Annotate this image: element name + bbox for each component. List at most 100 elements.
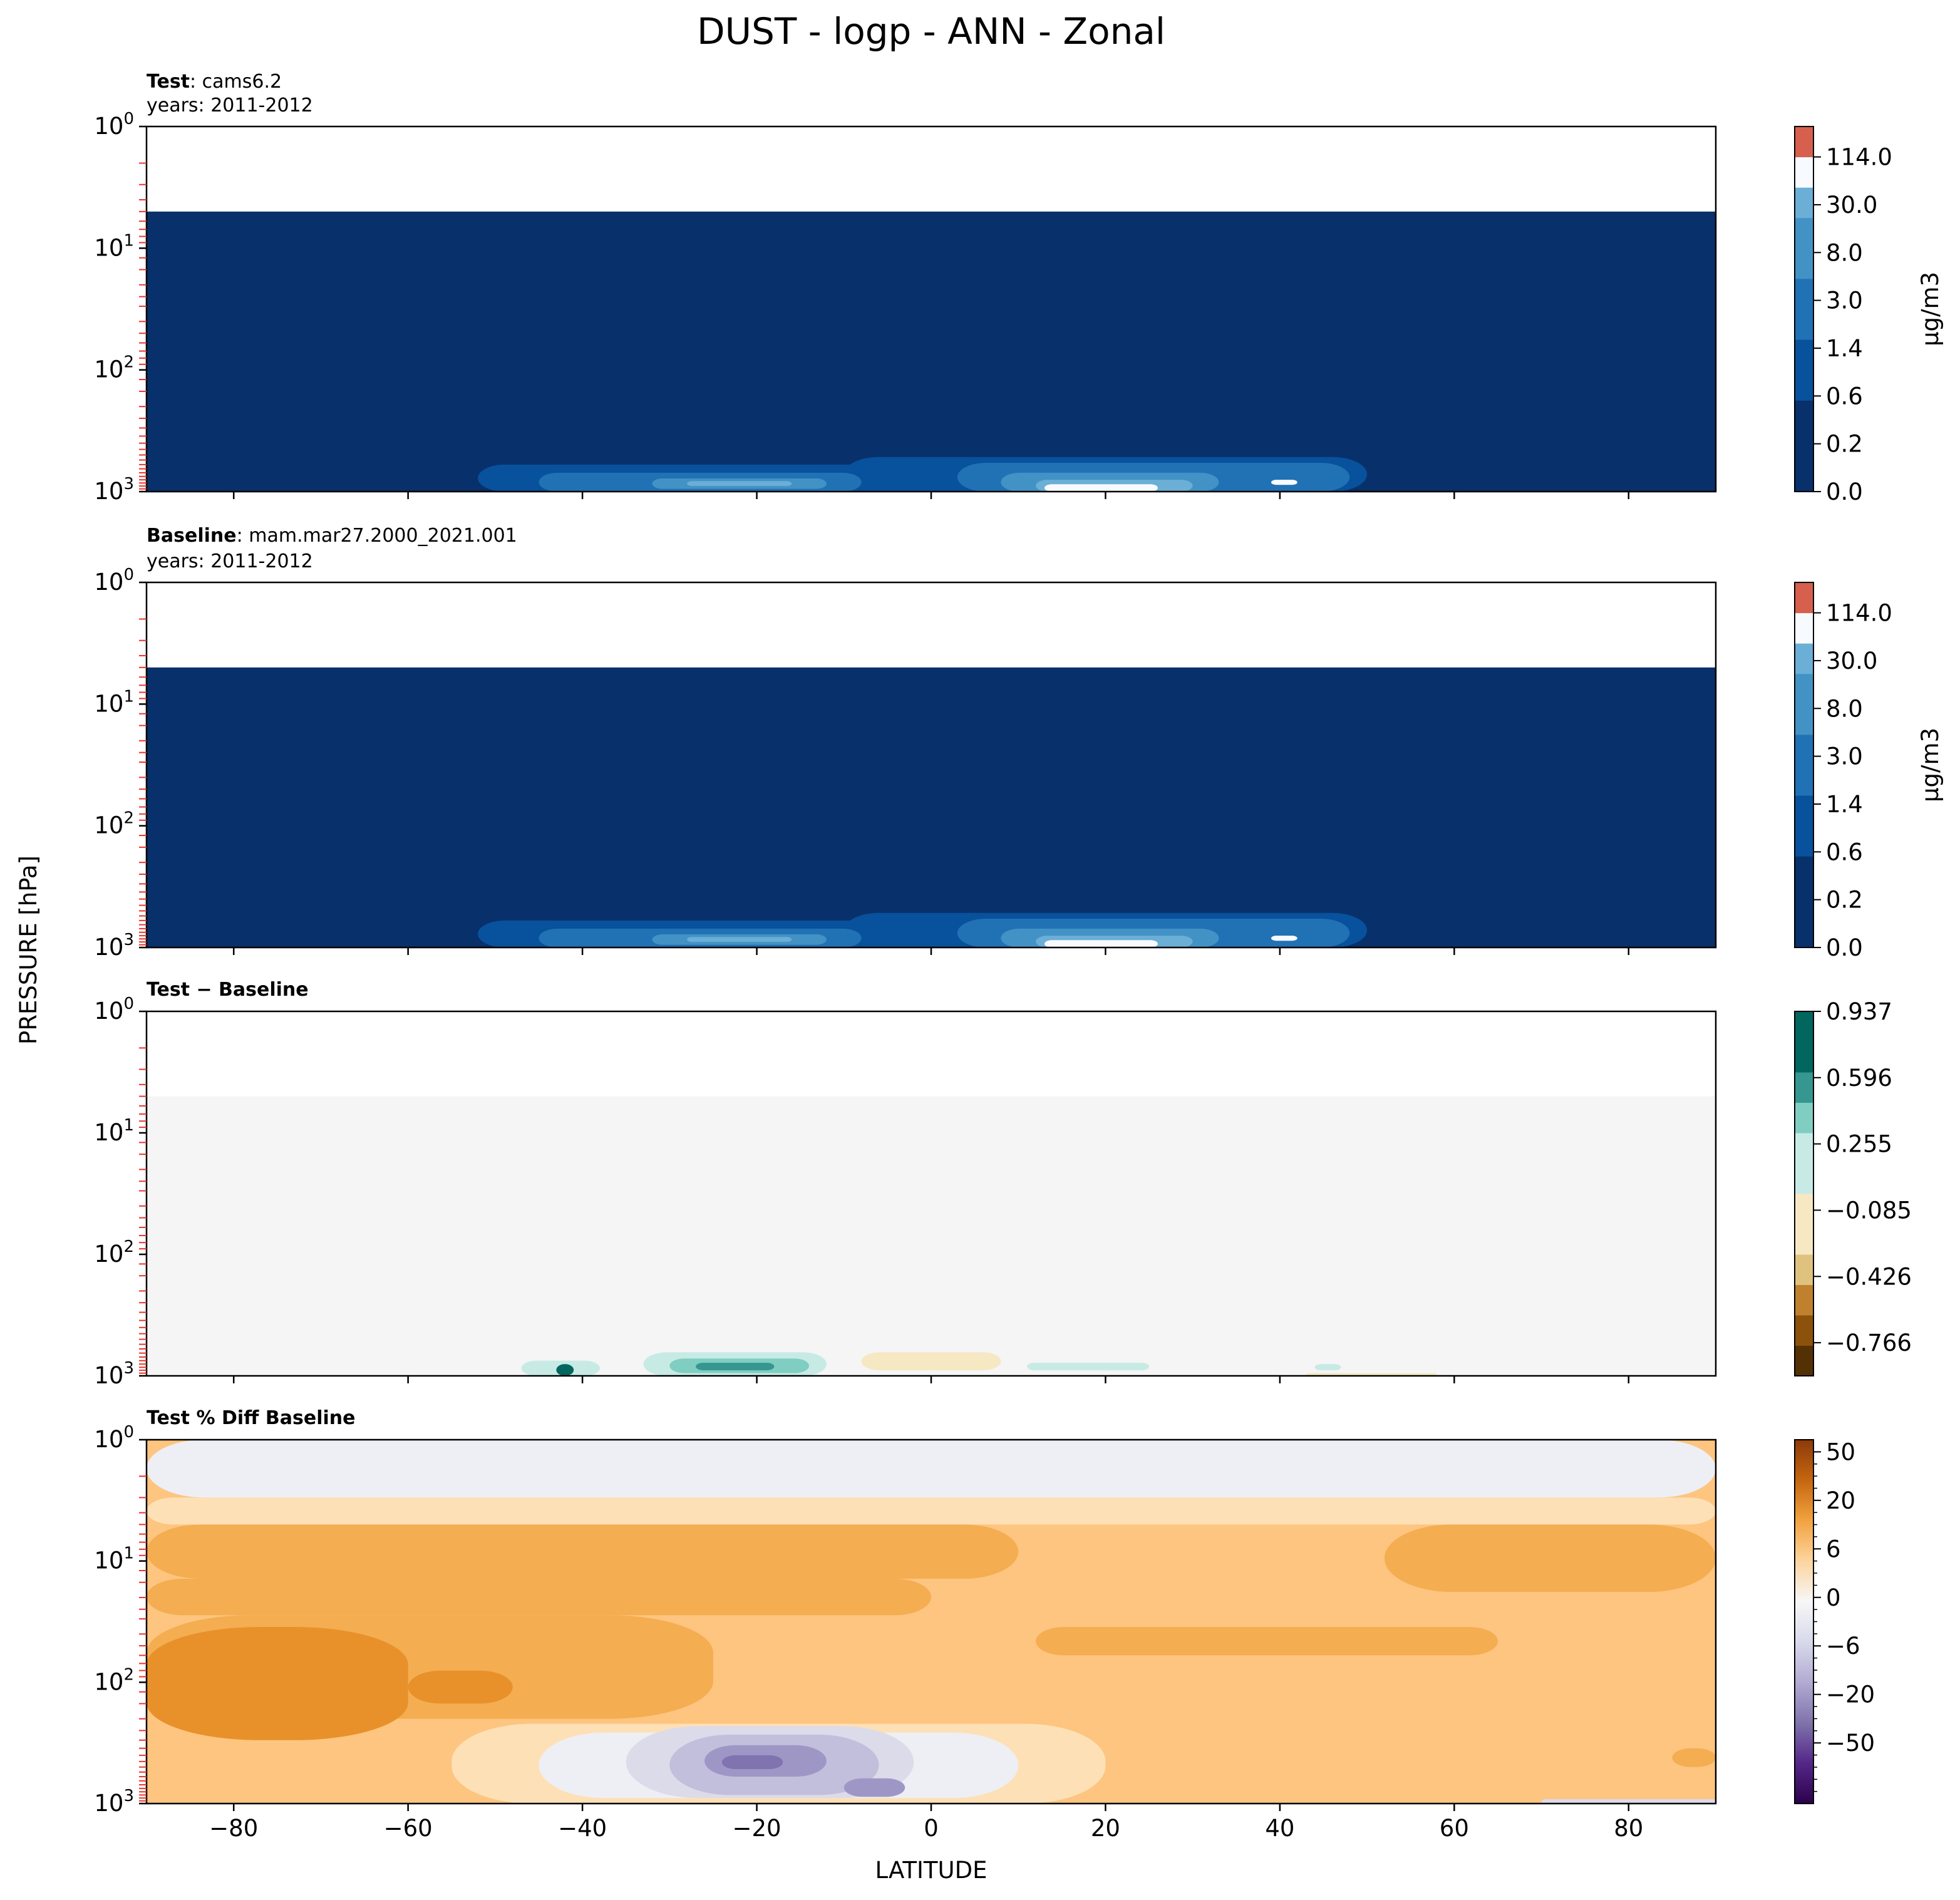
y-tick-base: 10: [94, 1241, 123, 1268]
contour-region: [1036, 1627, 1498, 1656]
contour-region: [1384, 1524, 1716, 1593]
colorbar-segment: [1795, 369, 1813, 401]
contour-region: [843, 1778, 905, 1797]
colorbar-tick-label: 20: [1826, 1487, 1855, 1514]
colorbar-segment: [1795, 673, 1813, 705]
figure-title: DUST - logp - ANN - Zonal: [697, 10, 1165, 53]
colorbar-tick-label: 0: [1826, 1584, 1841, 1611]
y-tick-exponent: 3: [123, 931, 134, 949]
x-tick-label: −60: [384, 1815, 433, 1842]
colorbar-segment: [1795, 1345, 1813, 1376]
contour-region: [408, 1670, 513, 1704]
colorbar-tick-label: 30.0: [1826, 192, 1877, 219]
contour-region: [687, 481, 792, 487]
y-tick-exponent: 3: [123, 475, 134, 493]
contour-region: [556, 1364, 574, 1376]
y-tick-exponent: 1: [123, 1116, 134, 1135]
y-tick-base: 10: [94, 1668, 123, 1695]
colorbar-segment: [1795, 917, 1813, 948]
contour-region: [1271, 936, 1297, 941]
colorbar-segment: [1795, 248, 1813, 279]
colorbar-segment: [1795, 461, 1813, 492]
x-tick-label: 80: [1614, 1815, 1643, 1842]
field-background: [147, 211, 1716, 492]
contour-region: [147, 1524, 1019, 1579]
colorbar-segment: [1795, 1315, 1813, 1346]
panel-label-bold: Test − Baseline: [147, 979, 309, 1001]
colorbar-tick-label: 1.4: [1826, 335, 1863, 362]
y-tick-exponent: 3: [123, 1787, 134, 1805]
colorbar-segment: [1795, 643, 1813, 674]
panel-label-bold: Test: [147, 71, 190, 93]
y-tick-label: 101: [94, 231, 134, 261]
colorbar-tick-label: −20: [1826, 1681, 1875, 1708]
y-tick-label: 103: [94, 1787, 134, 1817]
y-tick-base: 10: [94, 113, 123, 140]
colorbar-fill: [1795, 1440, 1813, 1804]
colorbar-tick-label: 0.6: [1826, 383, 1863, 410]
contour-regions: [478, 457, 1368, 492]
colorbar-segment: [1795, 1254, 1813, 1285]
colorbar-segment: [1795, 795, 1813, 827]
x-tick-label: 60: [1440, 1815, 1469, 1842]
colorbar-tick-label: −50: [1826, 1730, 1875, 1757]
y-tick-exponent: 0: [123, 565, 134, 584]
colorbar-tick-label: 0.596: [1826, 1065, 1892, 1092]
field-background: [147, 1096, 1716, 1376]
colorbar-tick-label: 0.0: [1826, 934, 1863, 961]
colorbar-segment: [1795, 1011, 1813, 1042]
colorbar-frame: [1794, 1439, 1814, 1804]
colorbar-tick-label: 30.0: [1826, 648, 1877, 674]
colorbar-segment: [1795, 187, 1813, 219]
y-tick-exponent: 0: [123, 994, 134, 1013]
colorbar-tick-label: −0.426: [1826, 1263, 1912, 1290]
panel-label: Test % Diff Baseline: [147, 1407, 356, 1429]
colorbar-tick-label: −0.766: [1826, 1329, 1912, 1356]
colorbar-tick-label: 50: [1826, 1438, 1855, 1465]
y-tick-label: 101: [94, 1116, 134, 1146]
y-tick-base: 10: [94, 1119, 123, 1146]
x-tick-label: −20: [733, 1815, 781, 1842]
contour-regions: [478, 912, 1368, 947]
y-tick-base: 10: [94, 1790, 123, 1817]
y-tick-label: 103: [94, 475, 134, 505]
contour-region: [1271, 480, 1297, 485]
colorbar-tick-label: 8.0: [1826, 239, 1863, 266]
x-tick-label: 20: [1091, 1815, 1120, 1842]
contour-region: [1672, 1748, 1716, 1767]
colorbar: 50 20 6 0 −6 −20 −50: [1794, 1438, 1875, 1804]
y-tick-base: 10: [94, 1362, 123, 1389]
y-tick-label: 103: [94, 931, 134, 961]
y-tick-exponent: 2: [123, 809, 134, 828]
colorbar-tick-label: 0.6: [1826, 839, 1863, 865]
y-tick-label: 101: [94, 1544, 134, 1574]
contour-region: [696, 1363, 775, 1371]
colorbar: 0.937 0.596 0.255 −0.085 −0.426 −0.766: [1794, 998, 1912, 1376]
colorbar-segment: [1795, 734, 1813, 765]
contour-region: [687, 937, 792, 942]
y-tick-exponent: 0: [123, 1423, 134, 1442]
panel-label: Test: cams6.2: [147, 71, 282, 93]
colorbar-tick-label: 0.2: [1826, 431, 1863, 458]
x-tick-label: 0: [924, 1815, 939, 1842]
panel-baseline: Baseline: mam.mar27.2000_2021.001 years:…: [94, 525, 1944, 961]
panel-label-rest: : mam.mar27.2000_2021.001: [237, 525, 517, 547]
y-tick-base: 10: [94, 934, 123, 961]
colorbar-segment: [1795, 1133, 1813, 1164]
y-tick-label: 102: [94, 1665, 134, 1695]
colorbar-segment: [1795, 126, 1813, 158]
colorbar-tick-label: −6: [1826, 1633, 1860, 1660]
contour-region: [147, 1578, 931, 1616]
contour-region: [721, 1755, 783, 1769]
x-tick-label: 40: [1265, 1815, 1294, 1842]
x-tick-label: −80: [209, 1815, 258, 1842]
y-tick-base: 10: [94, 356, 123, 383]
y-tick-base: 10: [94, 569, 123, 596]
panel-difference: Test − Baseline 1001011021030.9370.5960.…: [94, 979, 1912, 1389]
y-tick-label: 102: [94, 809, 134, 839]
colorbar: 114.0 30.0 8.0 3.0 1.4 0.6 0.2 0.0 μg/m3: [1794, 582, 1944, 961]
panel-subtitle: years: 2011-2012: [147, 95, 313, 116]
y-tick-label: 100: [94, 994, 134, 1025]
colorbar-tick-label: 3.0: [1826, 743, 1863, 770]
colorbar-segment: [1795, 339, 1813, 371]
